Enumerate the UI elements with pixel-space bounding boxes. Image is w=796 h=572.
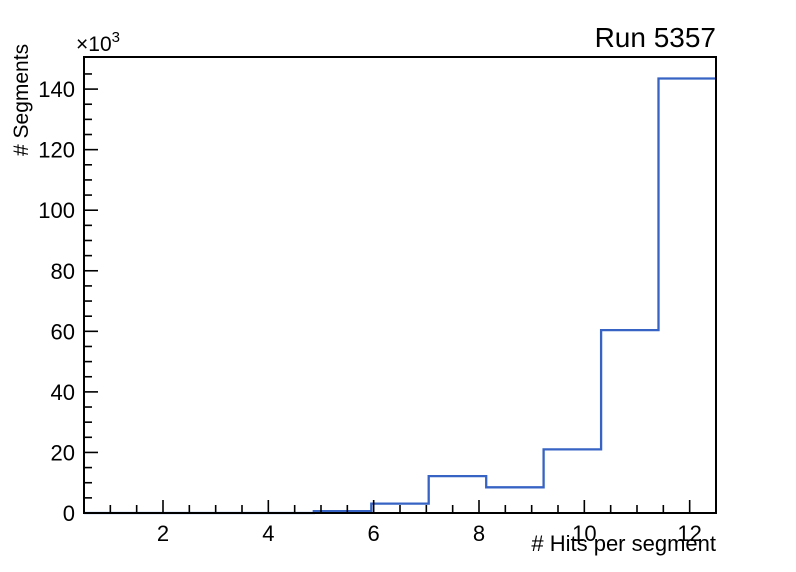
y-axis-title: # Segments <box>10 44 33 156</box>
x-tick-label: 6 <box>368 521 380 546</box>
y-tick-label: 20 <box>51 440 75 465</box>
x-tick-label: 8 <box>473 521 485 546</box>
y-tick-label: 100 <box>38 198 75 223</box>
x-tick-label: 10 <box>572 521 596 546</box>
y-axis-exponent: ×103 <box>76 29 120 56</box>
x-tick-label: 12 <box>677 521 701 546</box>
y-tick-label: 40 <box>51 380 75 405</box>
y-axis-exponent-base: ×10 <box>76 33 112 56</box>
x-tick-label: 2 <box>157 521 169 546</box>
x-tick-label: 4 <box>262 521 274 546</box>
y-tick-label: 120 <box>38 138 75 163</box>
y-tick-label: 140 <box>38 77 75 102</box>
x-axis-title: # Hits per segment <box>531 531 716 556</box>
chart-title: Run 5357 <box>595 22 716 53</box>
y-tick-label: 80 <box>51 259 75 284</box>
y-tick-label: 0 <box>63 501 75 526</box>
y-axis-exponent-power: 3 <box>112 29 120 46</box>
y-tick-label: 60 <box>51 319 75 344</box>
